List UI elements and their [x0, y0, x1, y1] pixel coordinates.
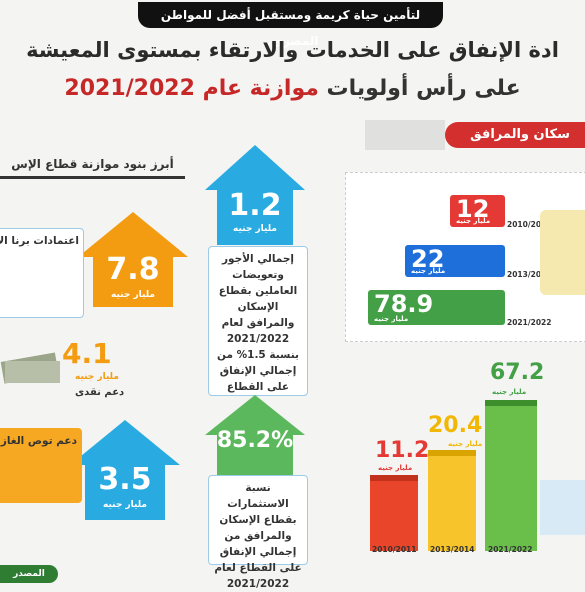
- unit: مليار جنيه: [103, 500, 147, 510]
- bar: 12 مليار جنيه: [450, 195, 505, 227]
- program-text: اعتمادات برنا الاجتماعى بنسبة زيادة الما…: [0, 228, 84, 318]
- unit: مليار جنيه: [456, 217, 491, 225]
- value: 1.2: [228, 188, 282, 223]
- unit: مليار جنيه: [411, 267, 446, 275]
- cash-text: دعم نقدى: [75, 387, 125, 398]
- title-red: موازنة عام 2021/2022: [64, 76, 319, 101]
- building: [485, 400, 537, 551]
- house-green: [205, 395, 305, 475]
- year: 2021/2022: [507, 318, 552, 327]
- house-orange: [78, 212, 188, 307]
- value: 4.1: [62, 337, 112, 370]
- house-blue: [70, 420, 180, 520]
- unit: مليار جنيه: [448, 440, 483, 448]
- value: 85.2%: [216, 428, 294, 453]
- year: 2010/2011: [372, 545, 417, 554]
- value: 11.2: [375, 438, 430, 463]
- section-tag: سكان والمرافق: [445, 122, 585, 148]
- year: 2010/2011: [507, 220, 552, 229]
- value: 3.5: [98, 462, 152, 497]
- value: 20.4: [428, 413, 483, 438]
- unit: مليار جنيه: [492, 388, 527, 396]
- value: 12: [456, 195, 490, 223]
- unit: مليار جنيه: [374, 315, 409, 323]
- left-heading: أبرز بنود موازنة قطاع الإس: [0, 152, 185, 179]
- unit: مليار جنيه: [111, 290, 155, 300]
- value: 78.9: [374, 290, 434, 318]
- wages-text: إجمالي الأجور وتعويضات العاملين بقطاع ال…: [208, 246, 308, 396]
- source: المصدر: [0, 565, 58, 583]
- unit: مليار جنيه: [378, 464, 413, 472]
- year: 2013/2014: [507, 270, 552, 279]
- value: 67.2: [490, 360, 545, 385]
- people-icon: [540, 480, 585, 535]
- bar: 78.9 مليار جنيه: [368, 290, 505, 325]
- banner: لتأمين حياة كريمة ومستقبل أفضل للمواطن ا…: [138, 2, 443, 48]
- bar: 22 مليار جنيه: [405, 245, 505, 277]
- title-line2: على رأس أولويات موازنة عام 2021/2022: [0, 76, 585, 101]
- value: 7.8: [106, 252, 160, 287]
- title-line1: ادة الإنفاق على الخدمات والارتقاء بمستوى…: [26, 38, 559, 62]
- house-blue: [205, 145, 305, 245]
- building: [370, 475, 418, 551]
- gas-text: دعم توص الغاز الطبيع لـ 1.2 مليون: [0, 428, 82, 503]
- building-icon: [365, 120, 445, 150]
- investments-text: نسبة الاستثمارات بقطاع الإسكان والمرافق …: [208, 475, 308, 590]
- building: [428, 450, 476, 551]
- title-plain: على رأس أولويات: [326, 76, 521, 101]
- money-icon: [0, 352, 60, 384]
- unit: مليار جنيه: [75, 372, 119, 382]
- year: 2013/2014: [430, 545, 475, 554]
- side-card: [540, 210, 585, 295]
- value: 22: [411, 245, 445, 273]
- year: 2021/2022: [488, 545, 533, 554]
- unit: مليار جنيه: [233, 224, 277, 234]
